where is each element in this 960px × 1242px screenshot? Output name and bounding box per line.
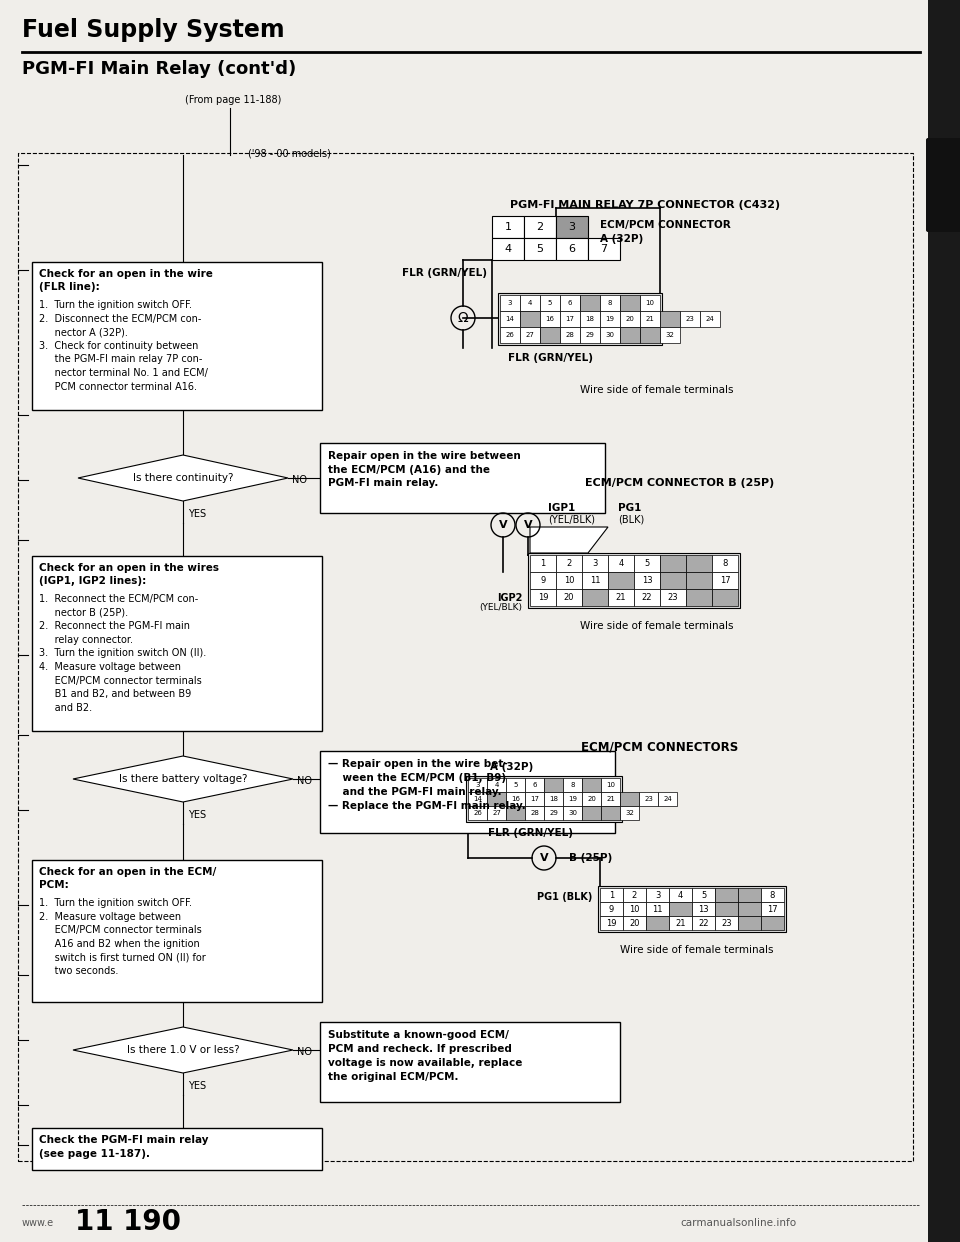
Bar xyxy=(32,262,322,410)
Text: 24: 24 xyxy=(706,315,714,322)
Text: 26: 26 xyxy=(473,810,482,816)
Bar xyxy=(620,327,640,343)
Bar xyxy=(686,589,712,606)
Bar xyxy=(560,296,580,310)
Bar xyxy=(601,792,620,806)
Text: 17: 17 xyxy=(767,904,778,914)
Bar xyxy=(563,792,582,806)
Bar xyxy=(658,792,677,806)
Bar xyxy=(563,806,582,820)
Text: 32: 32 xyxy=(625,810,634,816)
Bar xyxy=(600,888,623,902)
Bar xyxy=(560,327,580,343)
Bar xyxy=(686,573,712,589)
Bar xyxy=(640,310,660,327)
Bar xyxy=(692,888,715,902)
Text: 1.  Turn the ignition switch OFF.
2.  Measure voltage between
     ECM/PCM conne: 1. Turn the ignition switch OFF. 2. Meas… xyxy=(39,898,205,976)
Bar xyxy=(598,886,786,932)
Text: 8: 8 xyxy=(608,301,612,306)
Bar xyxy=(738,902,761,917)
Text: 20: 20 xyxy=(588,796,596,802)
Bar xyxy=(320,1022,620,1102)
Text: ECM/PCM CONNECTORS: ECM/PCM CONNECTORS xyxy=(582,740,738,753)
Text: 3: 3 xyxy=(508,301,513,306)
Bar xyxy=(692,902,715,917)
Bar xyxy=(660,589,686,606)
FancyBboxPatch shape xyxy=(926,138,960,232)
Text: PG1: PG1 xyxy=(618,503,641,513)
Text: 11 190: 11 190 xyxy=(75,1208,181,1236)
Bar xyxy=(556,555,582,573)
Bar xyxy=(712,573,738,589)
Text: 3: 3 xyxy=(568,222,575,232)
Bar xyxy=(544,792,563,806)
Text: Is there battery voltage?: Is there battery voltage? xyxy=(119,774,248,784)
Text: 6: 6 xyxy=(532,782,537,787)
Bar xyxy=(556,216,588,238)
Text: 22: 22 xyxy=(641,592,652,602)
Text: 8: 8 xyxy=(570,782,575,787)
Text: 10: 10 xyxy=(629,904,639,914)
Text: 21: 21 xyxy=(675,919,685,928)
Text: — Repair open in the wire bet-
    ween the ECM/PCM (B1, B9)
    and the PGM-FI : — Repair open in the wire bet- ween the … xyxy=(328,759,526,811)
Text: 21: 21 xyxy=(615,592,626,602)
Text: 13: 13 xyxy=(698,904,708,914)
Bar xyxy=(600,327,620,343)
Text: 16: 16 xyxy=(511,796,520,802)
Bar xyxy=(600,917,623,930)
Bar xyxy=(32,556,322,732)
Bar xyxy=(500,296,520,310)
Bar xyxy=(669,888,692,902)
Text: PGM-FI MAIN RELAY 7P CONNECTOR (C432): PGM-FI MAIN RELAY 7P CONNECTOR (C432) xyxy=(510,200,780,210)
Bar xyxy=(320,443,605,513)
Polygon shape xyxy=(73,1027,293,1073)
Text: 23: 23 xyxy=(668,592,679,602)
Text: 4: 4 xyxy=(494,782,498,787)
Bar xyxy=(530,555,556,573)
Polygon shape xyxy=(530,527,608,553)
Text: Wire side of female terminals: Wire side of female terminals xyxy=(580,621,733,631)
Bar xyxy=(506,806,525,820)
Bar xyxy=(524,216,556,238)
Bar xyxy=(506,777,525,792)
Text: PG1 (BLK): PG1 (BLK) xyxy=(537,892,592,902)
Text: 19: 19 xyxy=(538,592,548,602)
Bar xyxy=(601,777,620,792)
Text: NO: NO xyxy=(292,474,307,484)
Bar xyxy=(525,806,544,820)
Bar xyxy=(640,296,660,310)
Bar xyxy=(601,806,620,820)
Bar xyxy=(580,310,600,327)
Bar xyxy=(761,888,784,902)
Bar xyxy=(520,296,540,310)
Bar xyxy=(468,792,487,806)
Bar xyxy=(669,917,692,930)
Text: 6: 6 xyxy=(568,243,575,255)
Text: Check the PGM-FI main relay
(see page 11-187).: Check the PGM-FI main relay (see page 11… xyxy=(39,1135,208,1159)
Text: 20: 20 xyxy=(626,315,635,322)
Bar xyxy=(620,792,639,806)
Bar xyxy=(556,573,582,589)
Text: NO: NO xyxy=(297,776,312,786)
Bar xyxy=(738,888,761,902)
Text: 24: 24 xyxy=(663,796,672,802)
Bar xyxy=(32,859,322,1002)
Text: 13: 13 xyxy=(641,576,652,585)
Bar xyxy=(492,216,524,238)
Text: IGP2: IGP2 xyxy=(496,592,522,604)
Bar xyxy=(608,555,634,573)
Bar xyxy=(525,777,544,792)
Text: 3: 3 xyxy=(592,559,598,568)
Text: 28: 28 xyxy=(530,810,539,816)
Bar xyxy=(500,310,520,327)
Text: 18: 18 xyxy=(549,796,558,802)
Text: ECM/PCM CONNECTOR: ECM/PCM CONNECTOR xyxy=(600,220,731,230)
Text: 7: 7 xyxy=(600,243,608,255)
Bar xyxy=(468,777,487,792)
Text: 21: 21 xyxy=(645,315,655,322)
Bar xyxy=(715,917,738,930)
Bar xyxy=(646,917,669,930)
Bar xyxy=(639,792,658,806)
Text: 4: 4 xyxy=(528,301,532,306)
Bar xyxy=(608,573,634,589)
